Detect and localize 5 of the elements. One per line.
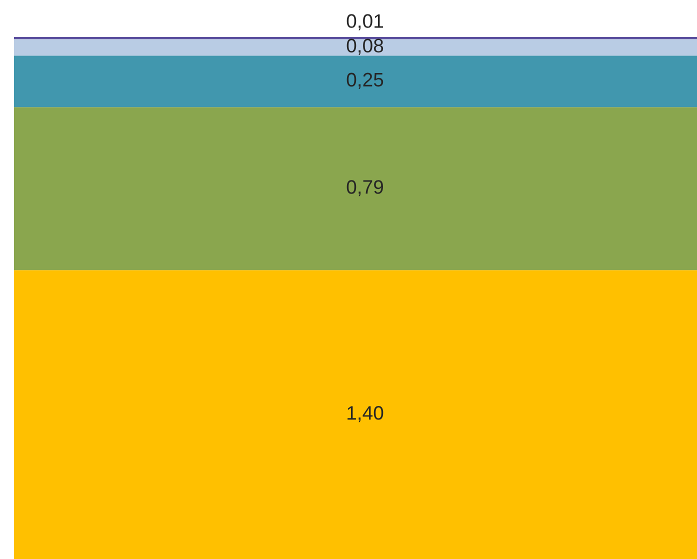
data-label: 0,01 (346, 14, 383, 30)
data-label: 0,79 (346, 180, 383, 196)
data-label: 1,40 (348, 406, 384, 422)
data-label: 0,08 (346, 38, 384, 55)
data-label: 0,25 (346, 72, 384, 89)
